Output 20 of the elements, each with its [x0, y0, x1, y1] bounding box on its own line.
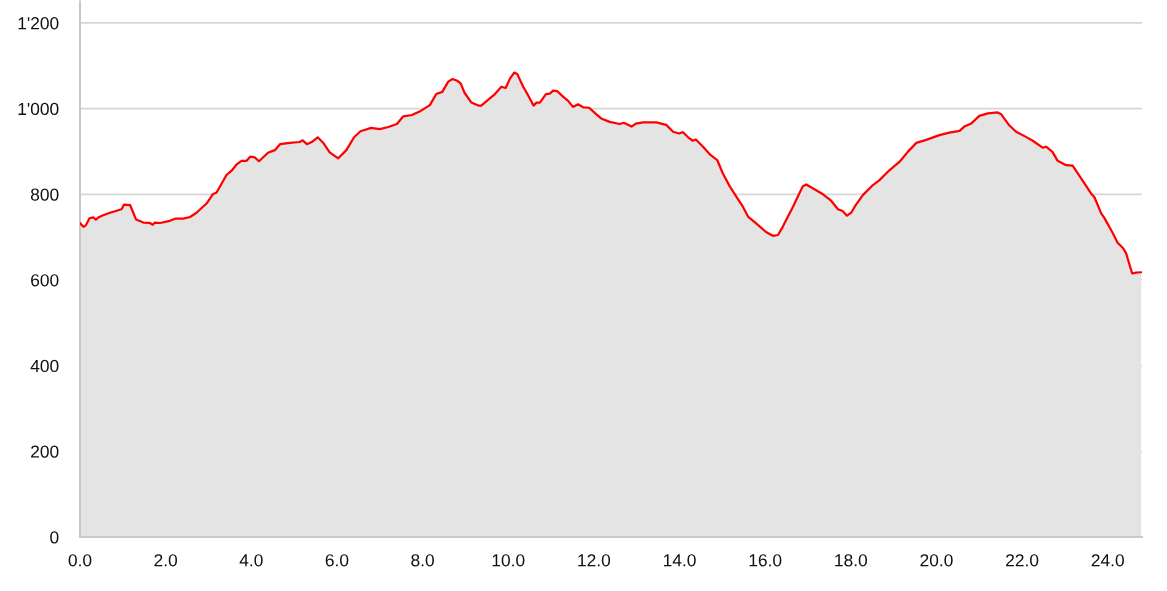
x-tick-label: 20.0 [920, 554, 953, 567]
y-tick-label: 1'000 [18, 102, 59, 116]
y-tick-label: 600 [31, 274, 59, 287]
y-tick-label: 800 [30, 188, 59, 201]
x-tick-label: 24.0 [1091, 554, 1124, 567]
y-tick-label: 1'200 [18, 17, 59, 30]
x-tick-label: 22.0 [1006, 554, 1039, 567]
x-tick-label: 4.0 [239, 554, 263, 567]
x-tick-label: 10.0 [492, 554, 525, 567]
x-tick-label: 18.0 [835, 554, 868, 567]
x-tick-label: 0.0 [68, 554, 92, 567]
x-tick-label: 2.0 [154, 554, 178, 567]
y-tick-label: 200 [31, 445, 59, 458]
y-tick-label: 400 [30, 359, 59, 373]
x-tick-label: 8.0 [411, 554, 434, 567]
x-tick-label: 16.0 [749, 554, 782, 567]
x-tick-label: 6.0 [325, 554, 349, 567]
x-tick-label: 14.0 [663, 554, 696, 567]
y-tick-label: 0 [50, 531, 59, 544]
x-tick-label: 12.0 [578, 554, 611, 567]
